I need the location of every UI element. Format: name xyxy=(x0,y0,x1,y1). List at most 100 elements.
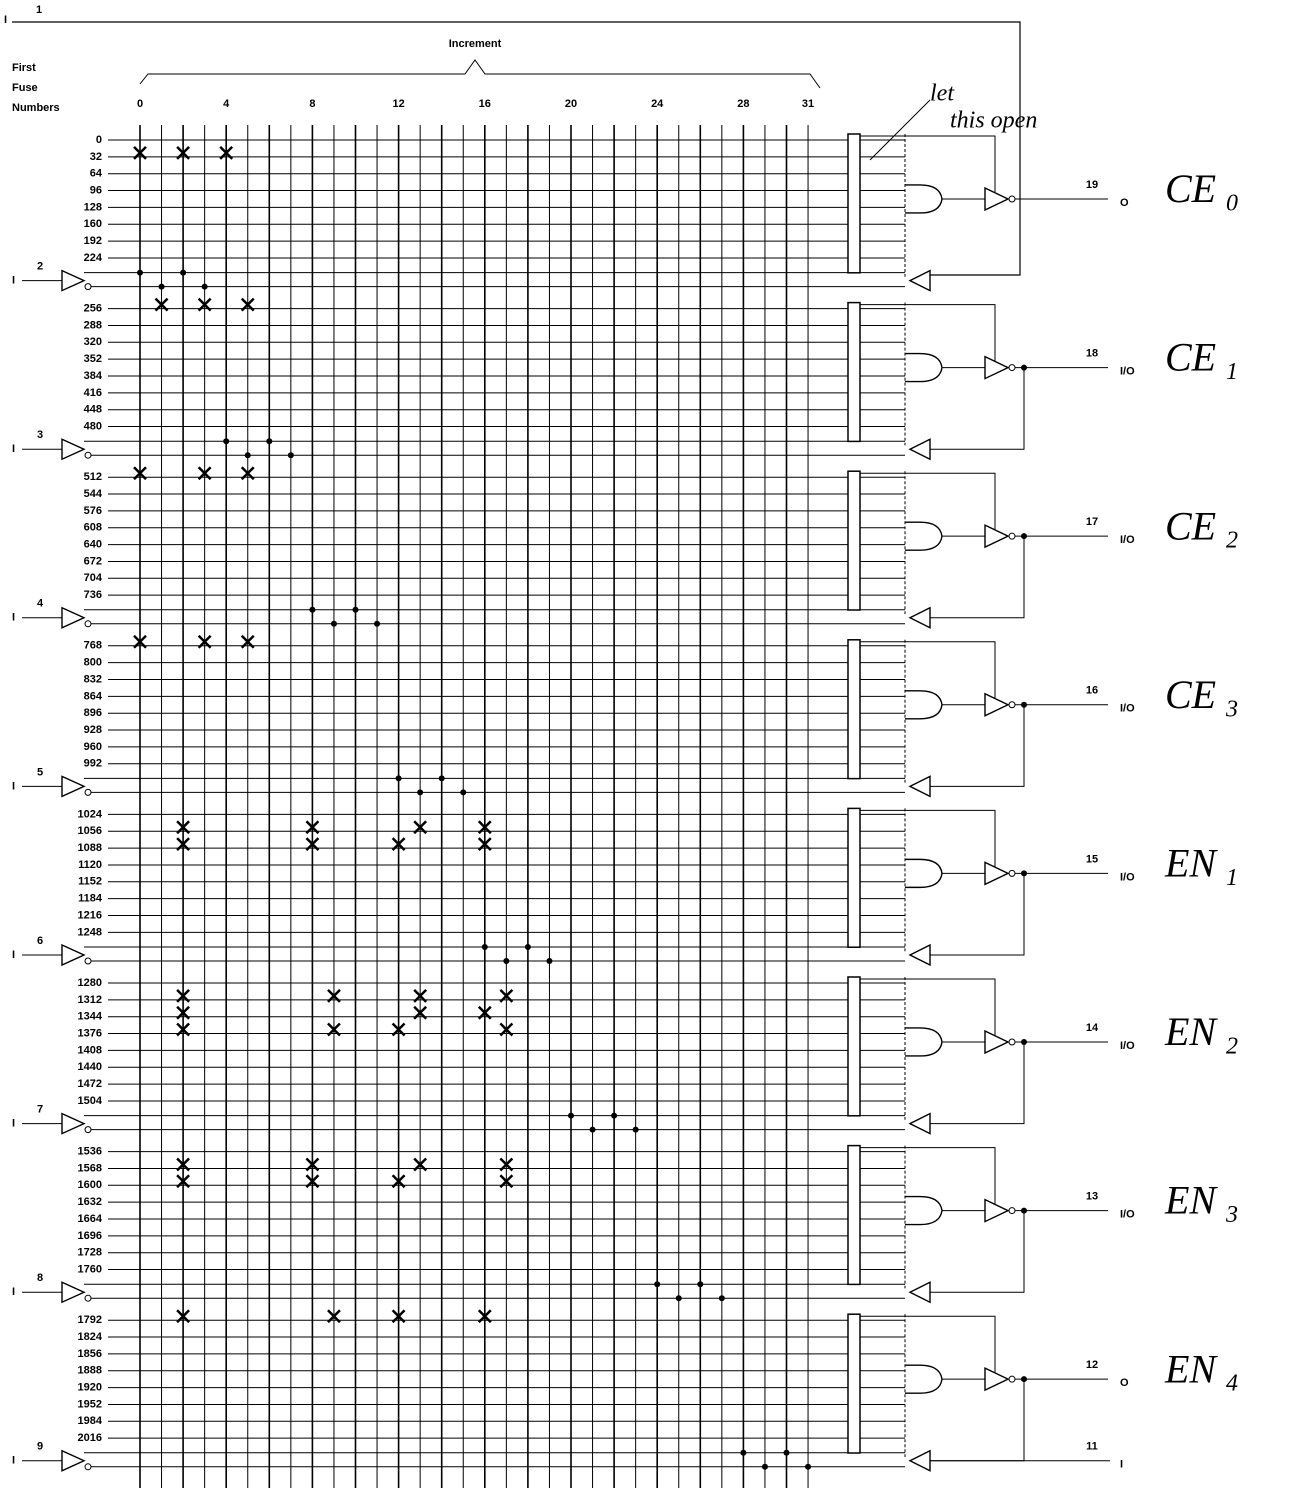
connection-dot xyxy=(395,775,402,782)
fuse-number: 1824 xyxy=(78,1331,103,1343)
or-gate xyxy=(905,1364,943,1394)
fuse-x xyxy=(327,988,341,1003)
fuse-number: 864 xyxy=(84,690,103,702)
fuse-number: 512 xyxy=(84,471,102,483)
fuse-number: 0 xyxy=(96,134,102,146)
connection-dot xyxy=(417,789,424,796)
and-array xyxy=(847,470,861,611)
fuse-x xyxy=(219,145,234,160)
fuse-number: 1120 xyxy=(78,859,102,871)
connection-dot xyxy=(805,1463,812,1470)
fuse-number: 1536 xyxy=(78,1146,102,1158)
feedback-buffer xyxy=(908,606,931,629)
enable-wire xyxy=(860,135,996,193)
annotation-arrow xyxy=(869,99,931,161)
handwritten-sub: 3 xyxy=(1225,1202,1238,1228)
out-bubble xyxy=(1008,701,1016,709)
fuse-number: 384 xyxy=(84,370,103,382)
column-label: 20 xyxy=(565,98,577,110)
column-label: 12 xyxy=(392,98,404,110)
output-label: I xyxy=(1120,1459,1123,1471)
fuse-x xyxy=(133,145,147,160)
and-array xyxy=(847,976,861,1117)
fuse-x xyxy=(413,1005,428,1020)
handwritten-note: EN xyxy=(1164,1009,1218,1054)
fuse-x xyxy=(197,297,212,312)
inverter-bubble xyxy=(84,1294,92,1302)
or-gate xyxy=(905,352,943,383)
tristate-inverter xyxy=(984,1029,1010,1055)
connection-dot xyxy=(287,452,294,459)
fuse-x xyxy=(133,466,147,481)
tristate-inverter xyxy=(984,1198,1010,1223)
input-buffer xyxy=(61,775,86,798)
output-pin: 11 xyxy=(1086,1441,1098,1453)
fuse-header: Numbers xyxy=(12,102,60,114)
enable-wire xyxy=(860,1315,996,1374)
fuse-number: 1856 xyxy=(78,1348,102,1360)
inverter-bubble xyxy=(84,1126,92,1134)
fuse-number: 704 xyxy=(84,572,103,584)
and-array xyxy=(847,639,861,780)
output-pin: 14 xyxy=(1086,1022,1099,1034)
fuse-x xyxy=(391,1174,406,1189)
input-pin: 5 xyxy=(37,766,43,778)
connection-dot xyxy=(244,452,251,459)
fuse-x xyxy=(477,837,492,851)
output-label: I/O xyxy=(1120,365,1135,377)
out-bubble xyxy=(1008,1207,1016,1215)
fuse-x xyxy=(413,988,428,1003)
input-buffer xyxy=(61,606,86,629)
handwritten-note: EN xyxy=(1164,841,1218,886)
feedback-buffer xyxy=(908,1281,931,1304)
pin1-wire xyxy=(12,21,1021,276)
connection-dot xyxy=(438,775,445,782)
out-bubble xyxy=(1008,195,1016,203)
enable-wire xyxy=(860,809,996,868)
fuse-number: 224 xyxy=(84,252,103,264)
fuse-number: 1056 xyxy=(78,825,102,837)
fuse-number: 992 xyxy=(84,758,102,770)
and-array xyxy=(847,1144,861,1286)
inverter-bubble xyxy=(84,788,92,796)
fuse-number: 2016 xyxy=(78,1432,102,1444)
inverter-bubble xyxy=(84,1463,92,1471)
fuse-number: 1184 xyxy=(78,893,103,905)
feedback-buffer xyxy=(908,1112,931,1135)
connection-dot xyxy=(503,958,510,964)
and-array xyxy=(847,301,861,443)
out-bubble xyxy=(1008,869,1016,877)
fuse-number: 1568 xyxy=(78,1162,102,1174)
input-label: I xyxy=(12,1286,15,1298)
pin-label: I xyxy=(4,14,7,26)
fuse-x xyxy=(197,634,212,649)
connection-dot xyxy=(718,1295,725,1302)
fuse-number: 1312 xyxy=(78,994,102,1006)
fuse-number: 1440 xyxy=(78,1061,102,1073)
handwritten-sub: 0 xyxy=(1226,190,1238,216)
or-gate xyxy=(905,1027,943,1057)
connection-dot xyxy=(675,1295,682,1302)
feedback-buffer xyxy=(908,775,931,798)
handwritten-sub: 2 xyxy=(1226,528,1238,554)
fuse-number: 1472 xyxy=(78,1078,102,1090)
feedback-buffer xyxy=(908,438,931,461)
fuse-number: 1408 xyxy=(78,1044,102,1056)
enable-wire xyxy=(860,641,996,699)
column-label: 16 xyxy=(479,98,491,110)
tristate-inverter xyxy=(984,1367,1010,1392)
fuse-x xyxy=(477,820,492,835)
fuse-x xyxy=(327,1309,341,1324)
connection-dot xyxy=(761,1463,768,1470)
fuse-number: 1664 xyxy=(78,1213,103,1225)
connection-dot xyxy=(266,438,273,445)
fuse-number: 1216 xyxy=(78,909,102,921)
inverter-bubble xyxy=(84,283,92,291)
input-buffer xyxy=(61,438,86,461)
fuse-number: 1600 xyxy=(78,1179,102,1191)
fuse-x xyxy=(499,1174,514,1189)
input-buffer xyxy=(61,1112,86,1135)
fuse-x xyxy=(499,1022,514,1037)
handwritten-note: EN xyxy=(1164,1346,1218,1391)
fuse-number: 1152 xyxy=(78,876,102,888)
